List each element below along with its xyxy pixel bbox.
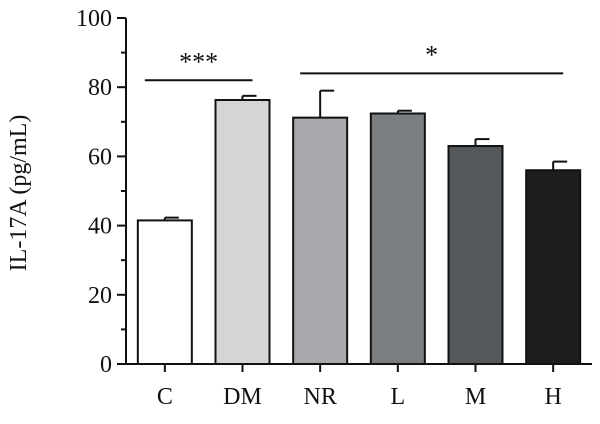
x-tick-label-h: H	[544, 384, 561, 410]
bar-m	[447, 145, 504, 365]
y-tick-label: 60	[88, 144, 112, 170]
error-bars	[163, 89, 568, 221]
bar-dm	[214, 99, 271, 365]
y-axis-title: IL-17A (pg/mL)	[6, 115, 32, 272]
bar-h	[525, 169, 582, 365]
x-tick-labels: C DM NR L M H	[157, 384, 562, 410]
y-tick-label: 0	[100, 352, 112, 378]
significance-label: ***	[179, 47, 218, 76]
significance-annotations: *** *	[144, 40, 564, 82]
x-tick-label-m: M	[465, 384, 486, 410]
x-tick-label-c: C	[157, 384, 173, 410]
bar-l	[369, 112, 426, 365]
bar-c	[136, 219, 193, 365]
bar-nr	[292, 116, 349, 366]
x-tick-label-dm: DM	[223, 384, 262, 410]
y-tick-label: 100	[76, 6, 112, 32]
y-tick-label: 20	[88, 283, 112, 309]
x-tick-label-nr: NR	[303, 384, 336, 410]
y-tick-label: 40	[88, 214, 112, 240]
significance-label: *	[425, 40, 438, 69]
x-tick-label-l: L	[390, 384, 405, 410]
y-tick-label: 80	[88, 75, 112, 101]
axes: 0 20 40 60 80 100	[76, 6, 592, 378]
bars	[136, 99, 582, 366]
